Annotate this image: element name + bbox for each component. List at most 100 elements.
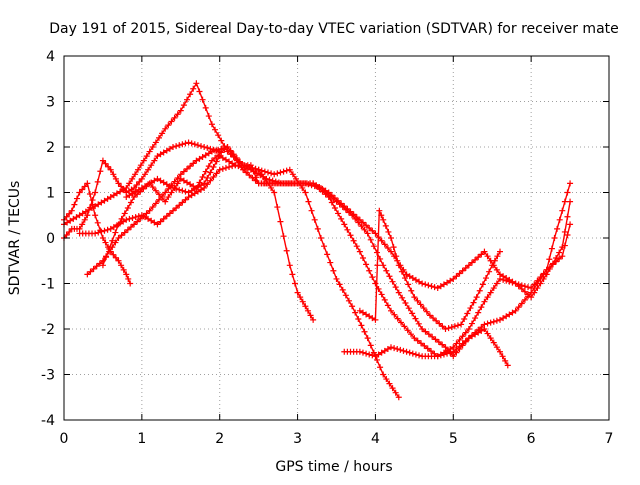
data-point	[162, 198, 169, 205]
data-point	[86, 191, 93, 198]
data-point	[493, 344, 500, 351]
data-point	[380, 216, 387, 223]
data-point	[534, 277, 541, 284]
data-point	[478, 304, 485, 311]
grid	[64, 56, 609, 420]
series-track-i	[356, 207, 503, 332]
data-point	[378, 237, 385, 244]
data-point	[97, 168, 104, 175]
data-point	[462, 329, 469, 336]
data-point	[199, 154, 206, 161]
data-point	[398, 268, 405, 275]
data-point	[105, 163, 112, 170]
data-point	[347, 232, 354, 239]
data-point	[419, 326, 426, 332]
data-point	[198, 182, 205, 189]
data-point	[159, 194, 166, 201]
data-point	[375, 351, 382, 358]
data-point	[221, 146, 228, 153]
data-point	[294, 289, 301, 296]
series-track-d	[76, 162, 511, 369]
data-point	[367, 236, 374, 243]
data-point	[347, 208, 354, 215]
data-point	[500, 276, 507, 283]
data-point	[369, 227, 376, 234]
data-point	[137, 162, 144, 169]
data-point	[94, 178, 101, 185]
data-point	[422, 328, 429, 335]
data-point	[154, 221, 161, 228]
data-point	[112, 254, 119, 261]
data-point	[444, 279, 451, 286]
data-point	[177, 175, 184, 182]
data-point	[213, 158, 220, 165]
data-point	[120, 266, 127, 273]
data-point	[145, 181, 152, 188]
data-point	[244, 165, 251, 172]
data-point	[484, 294, 491, 301]
data-point	[456, 346, 463, 353]
data-point	[148, 162, 155, 169]
data-point	[123, 194, 130, 201]
data-point	[372, 230, 379, 237]
data-point	[196, 88, 203, 95]
data-point	[456, 270, 463, 277]
data-point	[378, 349, 385, 356]
data-point	[76, 212, 83, 219]
data-point	[316, 184, 323, 191]
x-tick-label: 3	[293, 431, 302, 447]
data-point	[124, 226, 131, 233]
data-point	[146, 148, 153, 155]
data-point	[349, 303, 356, 310]
data-point	[412, 315, 419, 322]
data-point	[359, 219, 366, 226]
data-point	[445, 325, 452, 332]
data-point	[327, 259, 334, 266]
data-point	[140, 213, 147, 220]
data-point	[180, 102, 187, 109]
data-point	[182, 188, 189, 195]
series-track-h	[341, 198, 574, 360]
data-point	[170, 184, 176, 191]
data-point	[419, 280, 426, 287]
y-axis-title: SDTVAR / TECUs	[7, 181, 23, 296]
data-point	[405, 305, 412, 312]
data-point	[468, 320, 475, 327]
series-layer	[61, 80, 574, 401]
y-tick-label: -1	[41, 277, 55, 293]
data-point	[79, 210, 86, 217]
data-point	[559, 244, 566, 251]
data-point	[397, 346, 404, 353]
data-point	[260, 174, 267, 181]
data-point	[219, 165, 226, 172]
data-point	[138, 184, 145, 191]
data-point	[311, 216, 318, 223]
data-point	[104, 226, 111, 233]
data-point	[218, 137, 225, 144]
data-point	[277, 218, 284, 225]
data-point	[174, 180, 181, 187]
data-point	[386, 380, 393, 387]
data-point	[308, 207, 315, 214]
data-point	[123, 216, 130, 223]
data-point	[313, 182, 320, 189]
data-point	[222, 156, 229, 163]
data-point	[274, 204, 281, 211]
data-point	[230, 153, 237, 160]
data-point	[553, 255, 560, 262]
data-point	[73, 214, 80, 221]
data-point	[99, 235, 106, 241]
data-point	[135, 186, 142, 193]
data-point	[205, 150, 212, 157]
data-point	[208, 148, 215, 155]
data-point	[191, 141, 198, 148]
data-point	[173, 204, 180, 211]
data-point	[512, 307, 519, 314]
data-point	[490, 285, 497, 292]
data-point	[333, 275, 340, 282]
data-point	[131, 184, 138, 191]
data-point	[152, 187, 159, 194]
data-point	[372, 280, 379, 287]
data-point	[531, 281, 538, 288]
data-point	[363, 222, 370, 229]
